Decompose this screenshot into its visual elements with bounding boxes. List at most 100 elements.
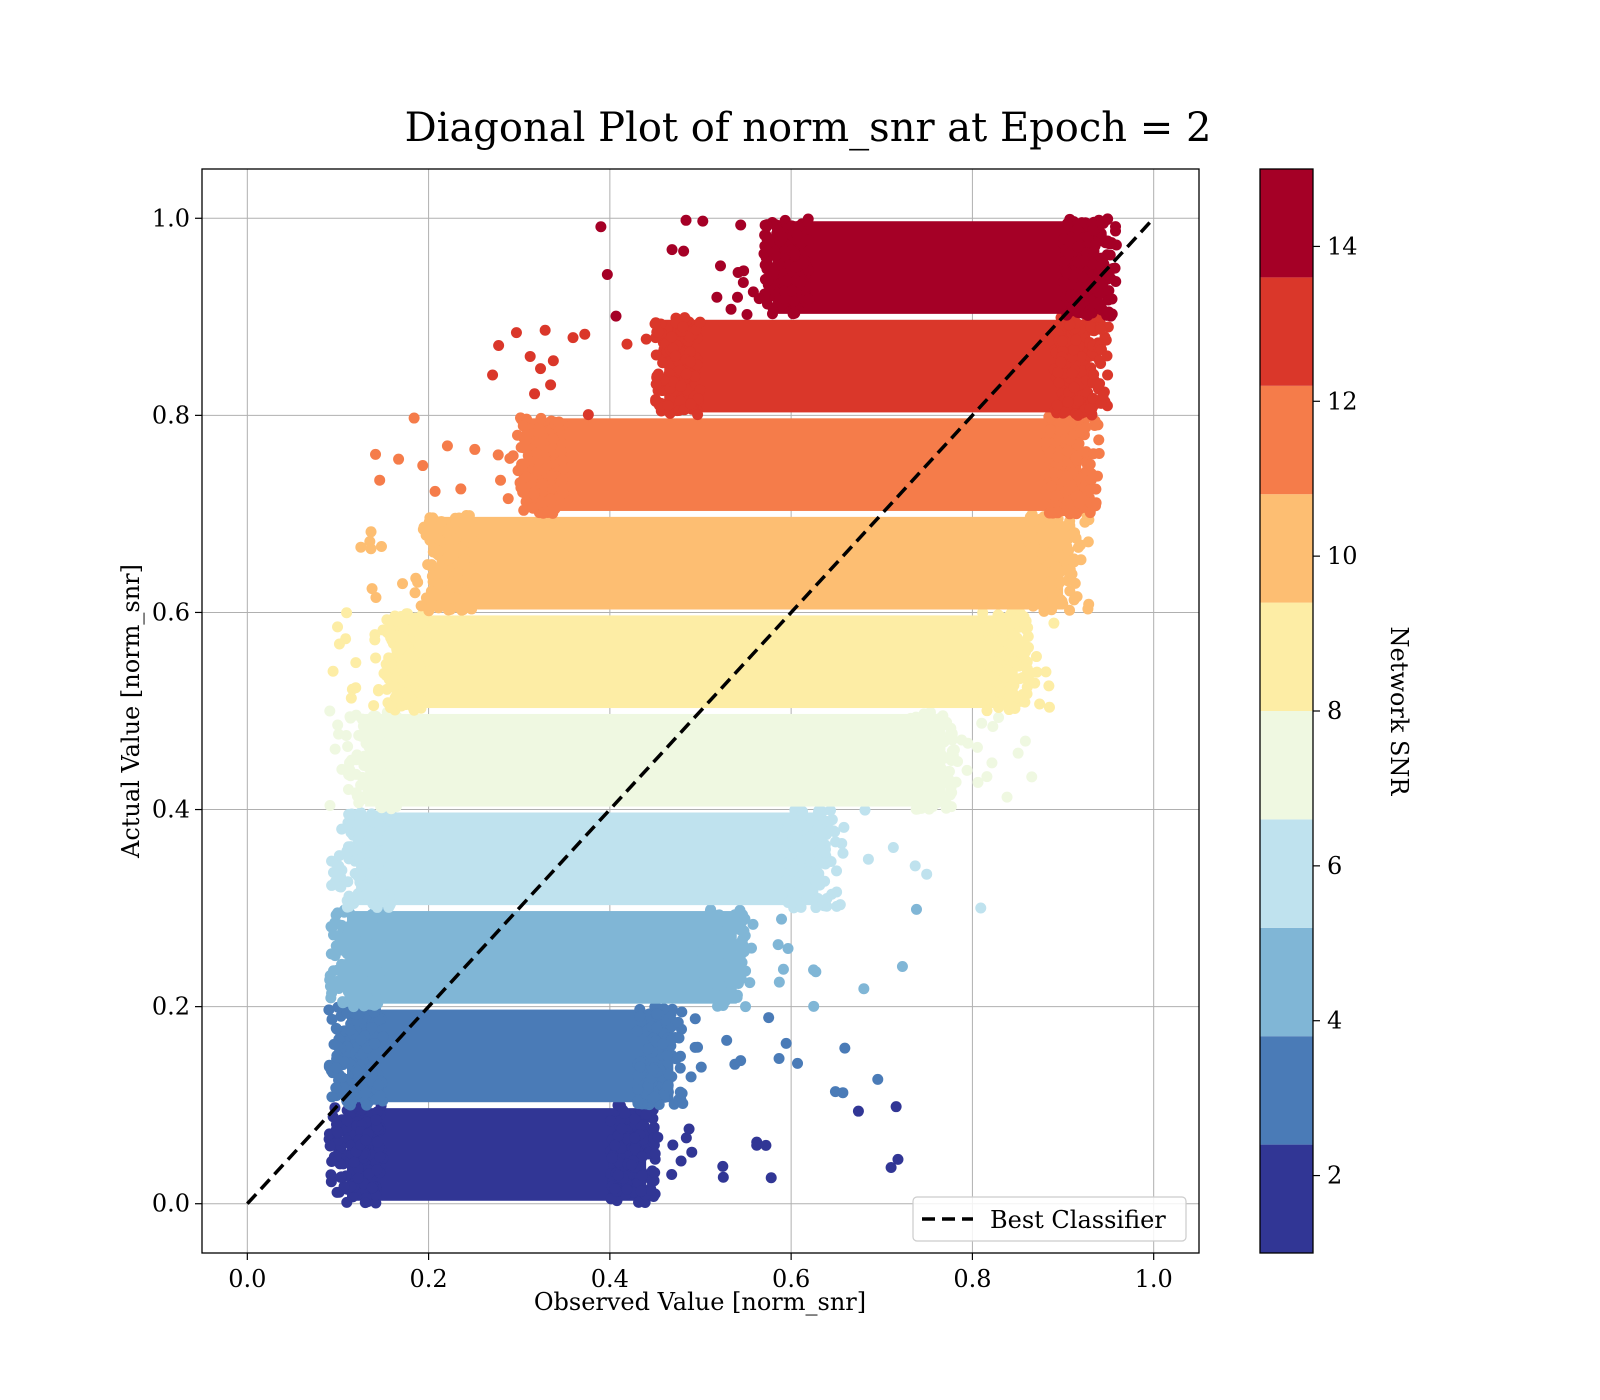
point [761,245,773,257]
point [381,614,393,626]
point [753,293,765,305]
point [370,592,382,604]
point [933,792,945,804]
point [354,814,366,826]
colorbar: 2 4 6 8 10 12 14 [1260,169,1358,1253]
point [718,968,730,980]
point [460,602,472,614]
point [350,657,362,669]
point [355,1034,367,1046]
point [999,671,1011,683]
point [1040,666,1052,678]
point [817,896,829,908]
point [1068,553,1080,565]
point [331,1186,343,1198]
colorbar-tick-label: 12 [1327,387,1358,415]
point [1082,309,1094,321]
point [333,728,345,740]
point [582,409,594,421]
point [433,578,445,590]
point [455,483,467,495]
point [333,638,345,650]
point [360,1134,372,1146]
point [1063,545,1075,557]
point [414,629,426,641]
point [520,496,532,508]
point [803,234,815,246]
point [432,545,444,557]
colorbar-segment-9 [1260,169,1313,278]
point [636,1151,648,1163]
point [676,1006,688,1018]
point [1064,319,1076,331]
point [348,844,360,856]
point [763,1012,775,1024]
band-0 [323,1099,904,1209]
point [328,965,340,977]
point [1004,691,1016,703]
point [1048,534,1060,546]
scatter-points [323,213,1122,1209]
point [777,963,789,975]
point [342,986,354,998]
point [371,1164,383,1176]
point [640,333,652,345]
point [680,214,692,226]
point [642,1043,654,1055]
point [1026,771,1038,783]
point [931,761,943,773]
colorbar-segment-5 [1260,602,1313,711]
point [1039,437,1051,449]
point [368,700,380,712]
point [352,834,364,846]
point [455,543,467,555]
point [388,738,400,750]
y-tick-label: 0.4 [152,796,190,824]
point [657,1038,669,1050]
point [332,621,344,633]
point [762,233,774,245]
point [806,815,818,827]
point [735,1055,747,1067]
point [773,976,785,988]
x-axis-label: Observed Value [norm_snr] [534,1288,866,1316]
point [335,881,347,893]
point [1029,677,1041,689]
point [330,1082,342,1094]
point [1048,617,1060,629]
point [439,568,451,580]
colorbar-tick-label: 2 [1327,1162,1342,1190]
point [335,871,347,883]
point [333,850,345,862]
point [330,909,342,921]
point [1041,490,1053,502]
point [327,665,339,677]
point [788,863,800,875]
point [1058,233,1070,245]
point [802,293,814,305]
point [672,1016,684,1028]
point [415,600,427,612]
point [524,350,536,362]
chart-title: Diagonal Plot of norm_snr at Epoch = 2 [405,105,1212,151]
point [826,814,838,826]
point [343,769,355,781]
point [808,1000,820,1012]
point [370,710,382,722]
point [1075,351,1087,363]
point [343,900,355,912]
point [370,1114,382,1126]
point [1030,651,1042,663]
point [418,618,430,630]
point [364,868,376,880]
point [1053,377,1065,389]
point [759,219,771,231]
point [793,820,805,832]
point [372,817,384,829]
point [1097,390,1109,402]
point [1101,350,1113,362]
point [441,440,453,452]
point [377,1031,389,1043]
point [1052,366,1064,378]
point [992,609,1004,621]
